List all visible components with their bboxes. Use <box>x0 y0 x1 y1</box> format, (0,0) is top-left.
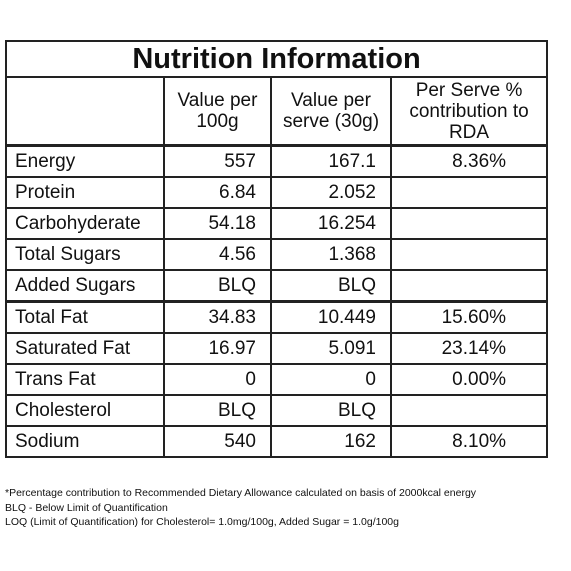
nutrient-value <box>389 238 549 271</box>
nutrient-value <box>389 269 549 303</box>
footnote: LOQ (Limit of Quantification) for Choles… <box>5 516 399 528</box>
nutrition-panel: Nutrition Information Value per 100g Valu… <box>4 40 549 458</box>
nutrient-value: BLQ <box>270 394 392 427</box>
nutrient-row: Total Fat 34.83 10.449 15.60% <box>5 300 549 334</box>
nutrient-value: 1.368 <box>270 238 392 271</box>
nutrient-row: Sodium 540 162 8.10% <box>5 425 549 458</box>
nutrient-value: 8.36% <box>389 144 549 178</box>
nutrient-row: Carbohyderate 54.18 16.254 <box>5 207 549 240</box>
nutrient-value: BLQ <box>163 394 272 427</box>
nutrition-table: Nutrition Information Value per 100g Valu… <box>4 40 549 458</box>
nutrient-name: Total Sugars <box>5 238 165 271</box>
nutrient-value: 16.254 <box>270 207 392 240</box>
nutrient-value: 167.1 <box>270 144 392 178</box>
table-title: Nutrition Information <box>4 40 549 78</box>
nutrient-value: 10.449 <box>270 300 392 334</box>
footnote: BLQ - Below Limit of Quantification <box>5 501 168 514</box>
nutrient-row: Cholesterol BLQ BLQ <box>5 394 549 427</box>
nutrient-value: 0 <box>270 363 392 396</box>
nutrient-value: 0.00% <box>389 363 549 396</box>
nutrient-name: Energy <box>5 144 165 178</box>
nutrient-value: 8.10% <box>389 425 549 458</box>
nutrient-row: Protein 6.84 2.052 <box>5 176 549 209</box>
table-body: Nutrition Information Value per 100g Valu… <box>4 40 549 458</box>
nutrient-value: 557 <box>163 144 272 178</box>
nutrient-value <box>389 207 549 240</box>
nutrient-value: BLQ <box>163 269 272 303</box>
nutrient-row: Added Sugars BLQ BLQ <box>5 269 549 303</box>
nutrient-value: BLQ <box>270 269 392 303</box>
nutrient-row: Saturated Fat 16.97 5.091 23.14% <box>5 332 549 365</box>
header-cell <box>5 76 165 147</box>
nutrient-name: Carbohyderate <box>5 207 165 240</box>
nutrient-name: Trans Fat <box>5 363 165 396</box>
nutrient-value: 16.97 <box>163 332 272 365</box>
nutrient-name: Cholesterol <box>5 394 165 427</box>
nutrient-name: Added Sugars <box>5 269 165 303</box>
nutrient-value: 6.84 <box>163 176 272 209</box>
nutrient-name: Saturated Fat <box>5 332 165 365</box>
nutrient-value: 23.14% <box>389 332 549 365</box>
header-cell: Value per serve (30g) <box>270 76 392 147</box>
footnotes: *Percentage contribution to Recommended … <box>5 486 476 530</box>
nutrient-value: 162 <box>270 425 392 458</box>
nutrient-value: 2.052 <box>270 176 392 209</box>
nutrient-row: Energy 557 167.1 8.36% <box>5 144 549 178</box>
nutrient-value: 15.60% <box>389 300 549 334</box>
nutrient-value: 34.83 <box>163 300 272 334</box>
nutrient-row: Total Sugars 4.56 1.368 <box>5 238 549 271</box>
nutrient-value: 5.091 <box>270 332 392 365</box>
nutrient-name: Total Fat <box>5 300 165 334</box>
nutrient-value: 0 <box>163 363 272 396</box>
nutrient-name: Sodium <box>5 425 165 458</box>
footnote: *Percentage contribution to Recommended … <box>5 487 477 499</box>
nutrient-value: 540 <box>163 425 272 458</box>
nutrient-value <box>389 394 549 427</box>
header-cell: Per Serve % contribution to RDA <box>389 76 549 147</box>
nutrient-value: 4.56 <box>163 238 272 271</box>
nutrient-row: Trans Fat 0 0 0.00% <box>5 363 549 396</box>
header-row: Value per 100g Value per serve (30g) Per S… <box>5 76 549 147</box>
nutrient-name: Protein <box>5 176 165 209</box>
nutrient-value: 54.18 <box>163 207 272 240</box>
header-cell: Value per 100g <box>163 76 272 147</box>
nutrient-value <box>389 176 549 209</box>
